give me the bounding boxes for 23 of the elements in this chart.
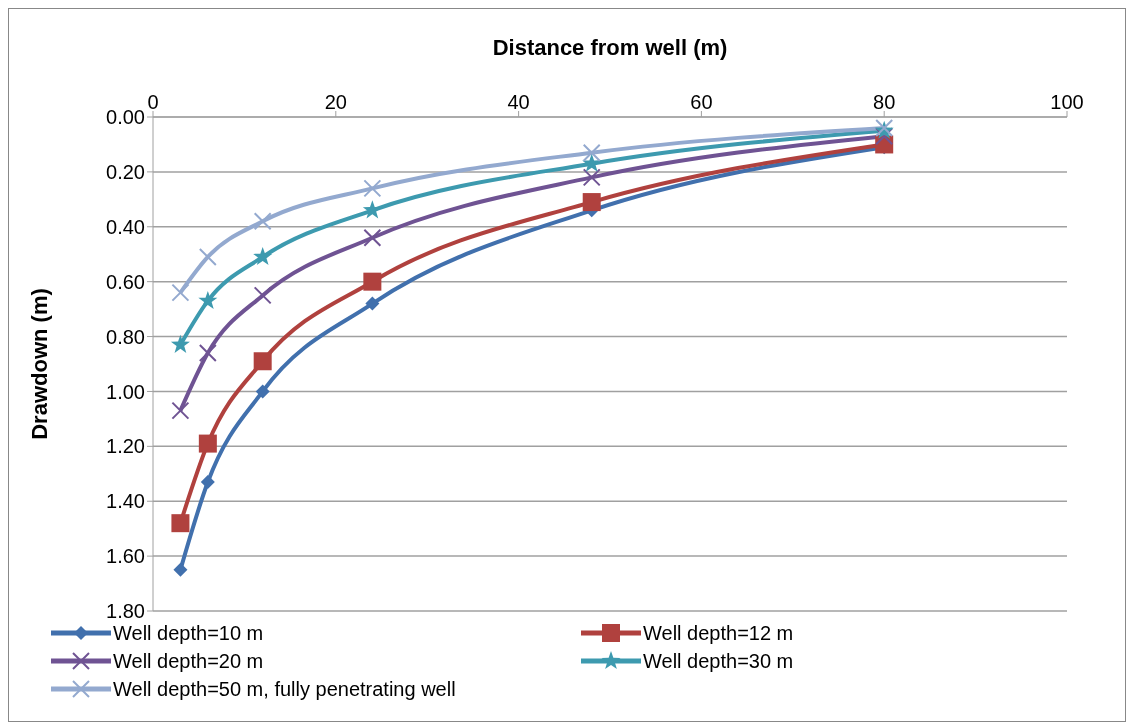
y-tick-label: 1.80 <box>106 600 145 623</box>
legend-label: Well depth=20 m <box>113 649 264 673</box>
y-tick-label: 1.40 <box>106 490 145 513</box>
legend-label: Well depth=12 m <box>643 621 794 645</box>
x-tick-label: 0 <box>147 91 159 113</box>
y-tick-label: 1.00 <box>106 380 145 403</box>
y-tick-label: 0.80 <box>106 325 145 348</box>
x-tick-label: 40 <box>507 91 530 113</box>
legend-label: Well depth=50 m, fully penetrating well <box>113 677 456 701</box>
y-tick-label: 1.20 <box>106 435 145 458</box>
y-tick-label: 0.20 <box>106 160 145 183</box>
y-tick-label: 0.40 <box>106 215 145 238</box>
x-axis-title: Distance from well (m) <box>492 34 728 60</box>
legend-label: Well depth=30 m <box>643 649 794 673</box>
x-tick-label: 60 <box>690 91 713 113</box>
x-tick-label: 20 <box>324 91 347 113</box>
x-tick-label: 80 <box>873 91 896 113</box>
legend-label: Well depth=10 m <box>113 621 264 645</box>
x-tick-label: 100 <box>1050 91 1084 113</box>
y-axis-title: Drawdown (m) <box>26 288 52 440</box>
y-tick-label: 1.60 <box>106 545 145 568</box>
y-tick-label: 0.00 <box>106 106 145 129</box>
y-tick-label: 0.60 <box>106 270 145 293</box>
